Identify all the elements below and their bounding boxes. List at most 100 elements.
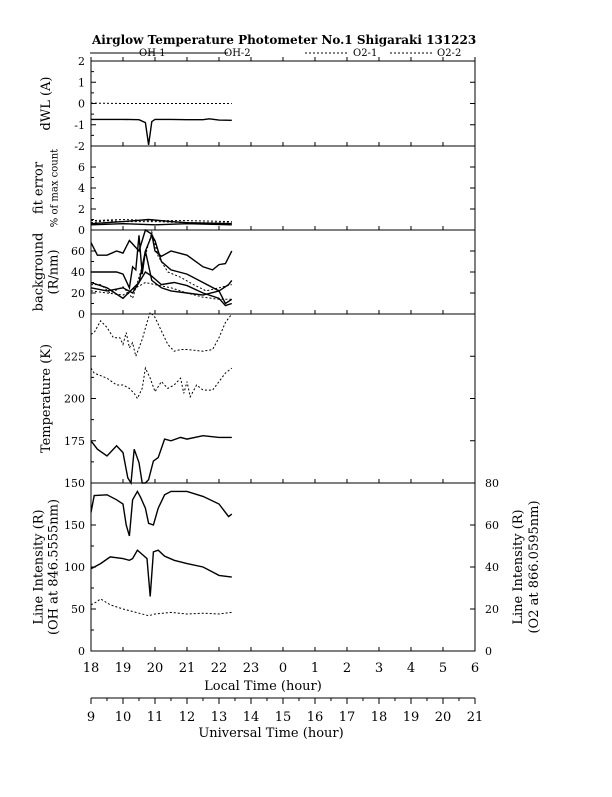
legend-label-o2-1: O2-1 bbox=[353, 48, 377, 59]
y-tick-label: 0 bbox=[78, 645, 85, 658]
y-right-label-line: Line Intensity (R) bbox=[511, 509, 526, 624]
y-tick-label: 150 bbox=[64, 477, 85, 490]
y-right-tick-label: 40 bbox=[485, 561, 499, 574]
ut-tick-label: 18 bbox=[371, 710, 388, 725]
y-tick-label: 2 bbox=[78, 55, 85, 68]
series-line bbox=[91, 119, 232, 145]
series-line bbox=[91, 312, 232, 356]
x-tick-label: 21 bbox=[179, 661, 196, 676]
y-tick-label: 60 bbox=[71, 245, 85, 258]
ut-tick-label: 12 bbox=[179, 710, 196, 725]
y-right-tick-label: 20 bbox=[485, 603, 499, 616]
y-tick-label: 0 bbox=[78, 224, 85, 237]
ut-tick-label: 11 bbox=[147, 710, 164, 725]
ut-tick-label: 10 bbox=[115, 710, 132, 725]
x-tick-label: 6 bbox=[471, 661, 479, 676]
ut-tick-label: 14 bbox=[243, 710, 260, 725]
y-tick-label: 175 bbox=[64, 435, 85, 448]
y-right-tick-label: 60 bbox=[485, 519, 499, 532]
series-line bbox=[91, 230, 232, 270]
panel-dwl: 2 1 0 -1 -2 dWL (A) bbox=[39, 55, 475, 153]
y-tick-label: 100 bbox=[64, 561, 85, 574]
y-tick-label: 4 bbox=[78, 182, 85, 195]
y-tick-label: 20 bbox=[71, 287, 85, 300]
series-line bbox=[91, 550, 232, 596]
x-tick-label: 3 bbox=[375, 661, 383, 676]
series-line bbox=[91, 224, 232, 225]
y-tick-label: 225 bbox=[64, 350, 85, 363]
series-line bbox=[91, 436, 232, 483]
y-tick-label: 0 bbox=[78, 308, 85, 321]
y-right-tick-label: 0 bbox=[485, 645, 492, 658]
legend-label-oh-2: OH-2 bbox=[224, 48, 251, 59]
series-line bbox=[91, 272, 232, 306]
panel-temperature: 225 200 175 150 Temperature (K) bbox=[39, 312, 475, 490]
x-axis-label: Local Time (hour) bbox=[204, 679, 322, 694]
y-label-line: Line Intensity (R) bbox=[32, 509, 47, 624]
panel-frame bbox=[91, 483, 475, 651]
y-right-label-line: (O2 at 866.0595nm) bbox=[527, 500, 542, 633]
panel-frame bbox=[91, 314, 475, 483]
series-line bbox=[91, 491, 232, 536]
y-label-line: (R/nm) bbox=[47, 249, 62, 294]
ut-tick-label: 17 bbox=[339, 710, 356, 725]
ut-tick-label: 20 bbox=[435, 710, 452, 725]
panel-background: 60 40 20 0 background(R/nm) bbox=[32, 230, 476, 321]
x-tick-label: 2 bbox=[343, 661, 351, 676]
y-label-line: fit error bbox=[32, 161, 47, 214]
series-line bbox=[91, 368, 232, 398]
y-tick-label: -2 bbox=[74, 140, 85, 153]
chart-title: Airglow Temperature Photometer No.1 Shig… bbox=[91, 33, 476, 47]
y-tick-label: 0 bbox=[78, 98, 85, 111]
y-tick-label: -1 bbox=[74, 119, 85, 132]
legend-label-o2-2: O2-2 bbox=[437, 48, 461, 59]
y-axis-label: fit error% of max count bbox=[32, 149, 61, 227]
y-axis-label: background(R/nm) bbox=[32, 233, 62, 312]
y-label-line: dWL (A) bbox=[39, 77, 54, 131]
y-tick-label: 150 bbox=[64, 519, 85, 532]
legend-label-oh-1: OH-1 bbox=[139, 48, 166, 59]
y-right-tick-label: 80 bbox=[485, 477, 499, 490]
ut-tick-label: 13 bbox=[211, 710, 228, 725]
y-tick-label: 50 bbox=[71, 603, 85, 616]
y-tick-label: 200 bbox=[64, 393, 85, 406]
ut-tick-label: 9 bbox=[87, 710, 95, 725]
x-tick-label: 18 bbox=[83, 661, 100, 676]
x-tick-label: 19 bbox=[115, 661, 132, 676]
panel-fit-error: 6 4 2 0 fit error% of max count bbox=[32, 146, 476, 237]
x-tick-label: 4 bbox=[407, 661, 415, 676]
ut-tick-label: 19 bbox=[403, 710, 420, 725]
x-tick-label: 22 bbox=[211, 661, 228, 676]
y-axis-label: dWL (A) bbox=[39, 77, 54, 131]
y-tick-label: 1 bbox=[78, 76, 85, 89]
y-label-line: Temperature (K) bbox=[39, 344, 54, 453]
y-tick-label: 40 bbox=[71, 266, 85, 279]
ut-tick-label: 16 bbox=[307, 710, 324, 725]
x-axis-universal: 9 10 11 12 13 14 15 16 17 18 19 20 21 Universal Time … bbox=[87, 698, 483, 741]
x-tick-label: 0 bbox=[279, 661, 287, 676]
y-label-line: background bbox=[32, 233, 47, 312]
y-tick-label: 6 bbox=[78, 161, 85, 174]
y-axis-label: Temperature (K) bbox=[39, 344, 54, 453]
ut-tick-label: 15 bbox=[275, 710, 292, 725]
y-label-line: % of max count bbox=[50, 149, 61, 227]
x-tick-label: 1 bbox=[311, 661, 319, 676]
panel-frame bbox=[91, 146, 475, 230]
legend: OH-1 OH-2 O2-1 O2-2 bbox=[90, 48, 461, 59]
x-tick-label: 20 bbox=[147, 661, 164, 676]
y-right-axis-label: Line Intensity (R)(O2 at 866.0595nm) bbox=[511, 500, 542, 633]
y-axis-label: Line Intensity (R)(OH at 846.5555nm) bbox=[32, 499, 62, 635]
ut-axis-label: Universal Time (hour) bbox=[198, 726, 343, 741]
series-line bbox=[91, 235, 232, 291]
ut-tick-label: 21 bbox=[467, 710, 484, 725]
y-label-line: (OH at 846.5555nm) bbox=[47, 499, 62, 635]
series-line bbox=[91, 599, 232, 616]
x-tick-label: 5 bbox=[439, 661, 447, 676]
x-tick-label: 23 bbox=[243, 661, 260, 676]
y-tick-label: 2 bbox=[78, 203, 85, 216]
